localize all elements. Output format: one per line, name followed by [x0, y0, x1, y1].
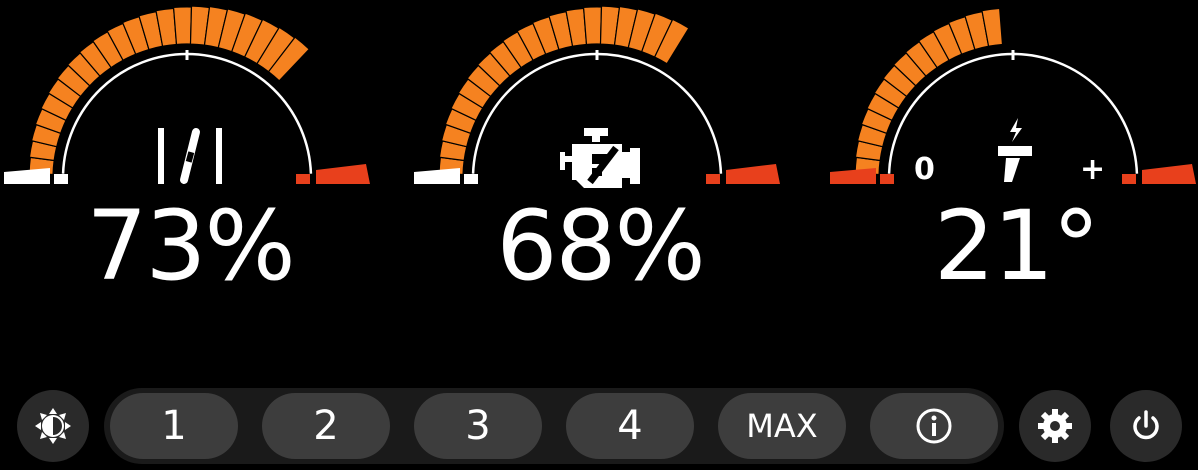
- gauge-center-tick: [1011, 50, 1015, 60]
- gauge-segment: [172, 6, 193, 46]
- info-icon: [916, 408, 952, 444]
- brightness-button[interactable]: [17, 390, 89, 462]
- mode-1-button[interactable]: 1: [110, 393, 238, 459]
- mode-4-button[interactable]: 4: [566, 393, 694, 459]
- gauge-max-marker-small: [296, 174, 310, 184]
- gauge-arc: [414, 5, 780, 184]
- gauge-min-marker: [4, 168, 50, 184]
- mode-selector-bar: [104, 388, 1004, 464]
- heater-icon: [998, 118, 1032, 182]
- gauge-segment: [981, 7, 1004, 47]
- gauge-max-marker-small: [1122, 174, 1136, 184]
- fan-speed-gauge: 73%: [0, 0, 380, 300]
- gauge-min-marker: [830, 168, 876, 184]
- mode-max-button[interactable]: MAX: [718, 393, 846, 459]
- gauge-segment: [653, 18, 690, 65]
- engine-load-gauge: 68%: [410, 0, 790, 300]
- temperature-value: 21°: [933, 190, 1100, 302]
- gauge-max-marker: [316, 164, 370, 184]
- power-icon: [1133, 410, 1159, 440]
- gauge-arc: [830, 7, 1196, 184]
- gauge-min-marker-small: [54, 174, 68, 184]
- gauge-min-marker: [414, 168, 460, 184]
- gauge-center-tick: [595, 50, 599, 60]
- fan-icon: [158, 128, 222, 184]
- temperature-gauge: 0 + 21°: [826, 0, 1198, 300]
- gauge-segment: [267, 36, 311, 82]
- gauge-segment: [582, 6, 603, 46]
- gauge-min-marker-small: [464, 174, 478, 184]
- brightness-icon: [35, 408, 71, 444]
- gauge-center-tick: [185, 50, 189, 60]
- engine-icon: [560, 128, 640, 188]
- gear-icon: [1038, 409, 1072, 443]
- temperature-max-label: +: [1080, 152, 1106, 187]
- gauge-max-marker: [726, 164, 780, 184]
- mode-2-button[interactable]: 2: [262, 393, 390, 459]
- gauge-arc: [4, 5, 370, 184]
- power-button[interactable]: [1110, 390, 1182, 462]
- gauge-max-marker-small: [706, 174, 720, 184]
- mode-3-button[interactable]: 3: [414, 393, 542, 459]
- gauge-max-marker: [1142, 164, 1196, 184]
- settings-button[interactable]: [1019, 390, 1091, 462]
- info-button[interactable]: [870, 393, 998, 459]
- fan-speed-value: 73%: [86, 190, 295, 302]
- engine-load-value: 68%: [496, 190, 705, 302]
- temperature-min-label: 0: [914, 152, 935, 187]
- gauge-min-marker-small: [880, 174, 894, 184]
